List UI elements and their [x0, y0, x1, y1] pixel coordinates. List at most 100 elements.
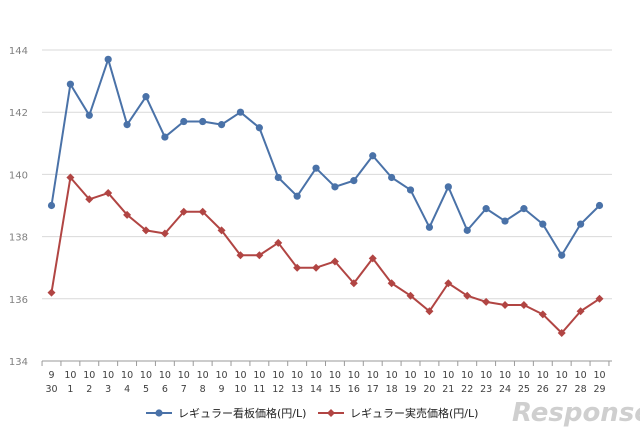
data-point	[236, 251, 245, 260]
data-point	[406, 291, 415, 300]
data-point	[444, 279, 453, 288]
x-tick-label-day: 28	[575, 384, 587, 395]
legend-label: レギュラー実売価格(円/L)	[350, 406, 478, 420]
x-tick-label-day: 22	[461, 384, 473, 395]
x-tick-label-month: 10	[556, 370, 568, 381]
data-point	[349, 279, 358, 288]
x-tick-label-month: 10	[159, 370, 171, 381]
x-tick-label-month: 10	[480, 370, 492, 381]
x-tick-label-month: 10	[234, 370, 246, 381]
watermark-logo: Response.	[512, 398, 640, 428]
x-tick-label-day: 24	[499, 384, 511, 395]
x-tick-label-month: 10	[291, 370, 303, 381]
y-tick-label: 136	[9, 295, 28, 306]
data-point	[595, 201, 604, 210]
series-2	[47, 173, 604, 338]
series-layer	[47, 55, 604, 338]
x-tick-label-day: 27	[556, 384, 568, 395]
series-line	[50, 58, 601, 257]
x-tick-label-month: 10	[348, 370, 360, 381]
x-tick-label-day: 10	[234, 384, 246, 395]
y-tick-label: 144	[9, 46, 28, 57]
data-point	[47, 201, 56, 210]
x-tick-label-month: 10	[593, 370, 605, 381]
data-point	[293, 192, 301, 200]
data-point	[350, 177, 358, 185]
x-tick-label-month: 10	[537, 370, 549, 381]
x-tick-label-day: 21	[442, 384, 454, 395]
x-tick-label-day: 17	[367, 384, 379, 395]
x-tick-label-month: 10	[102, 370, 114, 381]
x-tick-label-day: 4	[124, 384, 130, 395]
y-axis: 134 136 138 140 142 144	[9, 46, 28, 368]
data-point	[85, 111, 93, 119]
data-point	[217, 226, 226, 235]
data-point	[47, 288, 56, 297]
data-point	[141, 226, 150, 235]
data-point	[331, 183, 339, 191]
data-point	[179, 207, 188, 216]
x-tick-label-day: 7	[181, 384, 187, 395]
x-tick-label-month: 10	[404, 370, 416, 381]
data-point	[161, 133, 169, 141]
data-point	[330, 257, 339, 266]
x-tick-label-day: 20	[423, 384, 435, 395]
x-tick-label-month: 9	[48, 370, 54, 381]
x-tick-label-day: 12	[272, 384, 284, 395]
data-point	[595, 294, 604, 303]
y-tick-label: 138	[9, 233, 28, 244]
data-point	[123, 210, 132, 219]
x-tick-label-month: 10	[178, 370, 190, 381]
data-point	[577, 220, 585, 228]
x-tick-label-month: 10	[140, 370, 152, 381]
data-point	[312, 263, 321, 272]
data-point	[66, 80, 74, 88]
data-point	[576, 307, 585, 316]
x-tick-label-month: 10	[216, 370, 228, 381]
data-point	[463, 226, 471, 234]
legend-marker	[155, 409, 163, 417]
data-point	[463, 291, 472, 300]
data-point	[539, 220, 547, 228]
x-tick-label-day: 1	[67, 384, 73, 395]
data-point	[520, 205, 528, 213]
data-point	[501, 301, 510, 310]
data-point	[104, 189, 113, 198]
data-point	[160, 229, 169, 238]
data-point	[199, 117, 207, 126]
legend-label: レギュラー看板価格(円/L)	[178, 406, 306, 420]
data-point	[557, 329, 566, 338]
x-tick-label-month: 10	[386, 370, 398, 381]
data-point	[66, 173, 75, 182]
data-point	[425, 223, 434, 231]
data-point	[198, 207, 207, 216]
data-point	[274, 173, 282, 182]
x-tick-label-day: 18	[386, 384, 398, 395]
y-tick-label: 134	[9, 357, 28, 368]
x-tick-label-day: 13	[291, 384, 303, 395]
x-tick-label-month: 10	[329, 370, 341, 381]
legend: レギュラー看板価格(円/L) レギュラー実売価格(円/L)	[146, 406, 478, 420]
x-tick-label-day: 19	[404, 384, 416, 395]
data-point	[519, 301, 528, 310]
data-point	[482, 297, 491, 306]
x-tick-label-month: 10	[121, 370, 133, 381]
data-point	[104, 55, 112, 63]
data-point	[142, 93, 150, 101]
x-tick-label-day: 5	[143, 384, 149, 395]
data-point	[274, 238, 283, 247]
data-point	[558, 251, 566, 259]
y-tick-label: 140	[9, 170, 28, 181]
data-point	[255, 251, 264, 260]
data-point	[255, 124, 263, 132]
x-tick-label-month: 10	[64, 370, 76, 381]
x-tick-label-month: 10	[442, 370, 454, 381]
x-tick-label-day: 23	[480, 384, 492, 395]
x-tick-label-month: 10	[253, 370, 265, 381]
x-tick-label-day: 2	[86, 384, 92, 395]
x-tick-label-month: 10	[197, 370, 209, 381]
series-1	[47, 55, 604, 259]
x-tick-label-month: 10	[83, 370, 95, 381]
x-tick-label-day: 16	[348, 384, 360, 395]
legend-item-1: レギュラー看板価格(円/L)	[146, 406, 306, 420]
